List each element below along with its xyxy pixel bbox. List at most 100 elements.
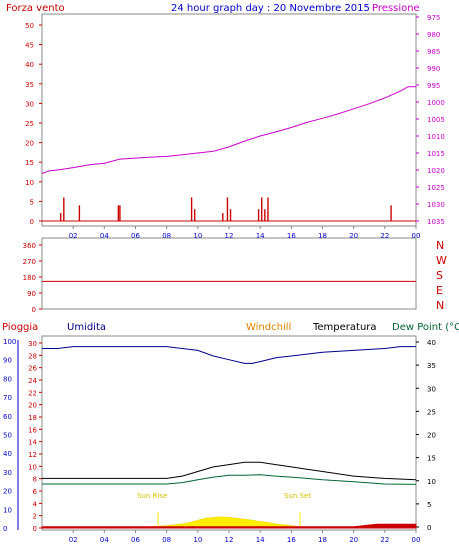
wind-speed-y-tick-label: 20	[25, 140, 34, 148]
rain-y-tick-label: 18	[28, 414, 37, 422]
bottom-panel-x-tick-label: 14	[256, 536, 265, 544]
top-panel-x-tick-label: 16	[287, 232, 296, 240]
rain-y-tick-label: 4	[33, 500, 38, 508]
wind-speed-y-tick-label: 30	[25, 100, 34, 108]
temperature-y-tick-label: 10	[427, 478, 436, 486]
temperature-y-tick-label: 15	[427, 455, 436, 463]
temperature-y-tick-label: 5	[427, 501, 431, 509]
rain-y-tick-label: 28	[28, 352, 37, 360]
humidity-y-tick-label: 50	[3, 432, 12, 440]
pressure-y-tick-label: 1010	[427, 133, 445, 141]
humidity-y-tick-label: 100	[3, 338, 16, 346]
temperature-y-tick-label: 25	[427, 408, 436, 416]
top-panel-frame	[41, 13, 417, 227]
temperature-y-tick-label: 20	[427, 432, 436, 440]
rain-y-tick-label: 10	[28, 463, 37, 471]
humidity-y-tick-label: 80	[3, 375, 12, 383]
wind-dir-letter-s: S	[436, 269, 443, 282]
top-panel-x-tick-label: 22	[380, 232, 389, 240]
temperature-y-tick-label: 40	[427, 339, 436, 347]
pressure-y-tick-label: 995	[427, 82, 440, 90]
pressure-y-tick-label: 1005	[427, 116, 445, 124]
wind-speed-y-tick-label: 5	[30, 198, 34, 206]
temperature-y-tick-label: 30	[427, 385, 436, 393]
humidity-y-tick-label: 90	[3, 357, 12, 365]
rain-area	[41, 523, 417, 529]
rain-y-tick-label: 26	[28, 365, 37, 373]
rain-y-tick-label: 14	[28, 439, 37, 447]
wind-dir-letter-n-bottom: N	[436, 299, 444, 312]
rain-y-tick-label: 30	[28, 340, 37, 348]
dew-point-axis-title: Dew Point (°C	[392, 322, 459, 333]
rain-y-tick-label: 8	[33, 476, 37, 484]
wind-speed-y-tick-label: 45	[25, 42, 34, 50]
wind-speed-y-tick-label: 10	[25, 179, 34, 187]
bottom-panel-x-tick-label: 00	[412, 536, 421, 544]
bottom-panel-x-tick-label: 20	[349, 536, 358, 544]
sunset-label: Sun Set	[284, 492, 311, 500]
rain-y-tick-label: 6	[33, 488, 38, 496]
bottom-panel-x-tick-label: 22	[380, 536, 389, 544]
rain-y-tick-label: 20	[28, 402, 37, 410]
wind-speed-y-tick-label: 35	[25, 81, 34, 89]
wind-dir-letter-e: E	[436, 284, 443, 297]
wind-dir-y-tick-label: 360	[23, 242, 36, 250]
pressure-line	[41, 86, 416, 174]
bottom-panel-x-tick-label: 06	[131, 536, 140, 544]
humidity-y-tick-label: 20	[3, 488, 12, 496]
wind-speed-y-tick-label: 40	[25, 61, 34, 69]
pressure-y-tick-label: 975	[427, 14, 440, 22]
pressure-y-tick-label: 1020	[427, 167, 445, 175]
pressure-y-tick-label: 1025	[427, 184, 445, 192]
humidity-y-tick-label: 0	[3, 525, 7, 533]
temperature-y-tick-label: 35	[427, 362, 436, 370]
wind-speed-y-tick-label: 0	[30, 218, 34, 226]
wind-dir-letter-n-top: N	[436, 239, 444, 252]
wind-speed-axis-title: Forza vento	[6, 3, 65, 14]
top-panel-x-tick-label: 18	[318, 232, 327, 240]
bottom-panel-x-tick-label: 18	[318, 536, 327, 544]
sunrise-label: Sun Rise	[137, 492, 167, 500]
rain-y-tick-label: 0	[33, 525, 37, 533]
temperature-y-tick-label: 0	[427, 524, 431, 532]
top-panel-x-tick-label: 02	[69, 232, 78, 240]
wind-speed-y-tick-label: 25	[25, 120, 34, 128]
rain-y-tick-label: 22	[28, 389, 37, 397]
top-panel-x-tick-label: 14	[256, 232, 265, 240]
bottom-panel-x-tick-label: 04	[100, 536, 109, 544]
top-panel-x-tick-label: 06	[131, 232, 140, 240]
top-panel-x-tick-label: 00	[412, 232, 421, 240]
wind-dir-y-tick-label: 180	[23, 274, 36, 282]
rain-y-tick-label: 2	[33, 513, 37, 521]
bottom-panel-x-tick-label: 08	[162, 536, 171, 544]
solar-radiation-area	[150, 516, 300, 528]
chart-title: 24 hour graph day : 20 Novembre 2015	[171, 3, 370, 14]
dew-point-line	[42, 474, 417, 485]
rain-y-tick-label: 16	[28, 426, 37, 434]
top-panel-x-tick-label: 04	[100, 232, 109, 240]
top-panel-x-tick-label: 12	[225, 232, 234, 240]
pressure-y-tick-label: 1000	[427, 99, 445, 107]
bottom-panel-x-tick-label: 10	[193, 536, 202, 544]
temperature-line	[42, 461, 417, 481]
humidity-y-tick-label: 10	[3, 506, 12, 514]
wind-dir-letter-w: W	[436, 254, 447, 267]
pressure-y-tick-label: 990	[427, 65, 440, 73]
wind-speed-y-tick-label: 50	[25, 22, 34, 30]
humidity-y-tick-label: 40	[3, 450, 12, 458]
pressure-y-tick-label: 1035	[427, 218, 445, 226]
wind-dir-y-tick-label: 270	[23, 258, 36, 266]
top-panel-x-tick-label: 20	[349, 232, 358, 240]
pressure-y-tick-label: 1015	[427, 150, 445, 158]
rain-axis-title: Pioggia	[2, 322, 38, 333]
humidity-line	[42, 346, 416, 364]
pressure-axis-title: Pressione	[372, 3, 420, 14]
windchill-legend-label: Windchill	[246, 322, 291, 333]
humidity-y-tick-label: 60	[3, 413, 12, 421]
top-panel-x-tick-label: 10	[193, 232, 202, 240]
wind-dir-y-tick-label: 90	[27, 290, 36, 298]
temperature-legend-label: Temperatura	[312, 322, 377, 333]
pressure-y-tick-label: 985	[427, 48, 440, 56]
bottom-panel-x-tick-label: 12	[225, 536, 234, 544]
